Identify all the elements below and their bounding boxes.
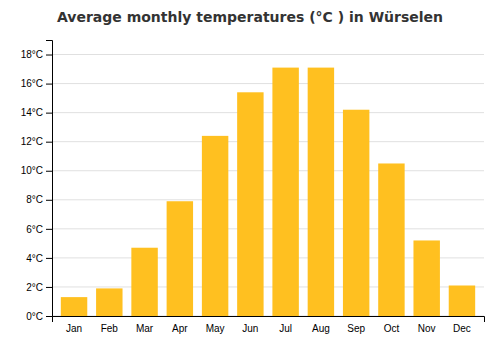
x-tick: Mar xyxy=(136,323,154,334)
x-tick-label: Mar xyxy=(136,323,154,334)
y-tick-mark xyxy=(46,316,52,317)
x-tick-label: Sep xyxy=(347,323,365,334)
y-tick: 12°C xyxy=(21,136,52,147)
title: Average monthly temperatures (°C ) in Wü… xyxy=(57,9,443,25)
y-tick-label: 14°C xyxy=(21,107,43,118)
y-tick-label: 12°C xyxy=(21,136,43,147)
x-tick: Oct xyxy=(384,323,400,334)
bar xyxy=(449,285,475,316)
x-tick: Feb xyxy=(101,323,119,334)
bar xyxy=(167,201,193,316)
y-tick-label: 2°C xyxy=(26,282,43,293)
y-tick-mark xyxy=(46,200,52,201)
y-tick-label: 16°C xyxy=(21,78,43,89)
grid xyxy=(52,55,484,316)
x-tick-label: Aug xyxy=(312,323,330,334)
x-axis-line xyxy=(53,317,485,323)
x-tick: Dec xyxy=(453,323,471,334)
bar xyxy=(272,68,298,316)
plot: 0°C 2°C 4°C 6°C 8°C 10°C 12°C 14°C 16°C 18°C Jan Fe… xyxy=(21,41,485,335)
y-tick-label: 10°C xyxy=(21,165,43,176)
y-tick-mark xyxy=(46,142,52,143)
x-tick-label: Oct xyxy=(384,323,400,334)
grid-line xyxy=(52,228,484,229)
x-tick: Aug xyxy=(312,323,330,334)
y-axis: 0°C 2°C 4°C 6°C 8°C 10°C 12°C 14°C 16°C 18°C xyxy=(21,41,53,322)
bar xyxy=(343,110,369,316)
y-tick-label: 0°C xyxy=(26,311,43,322)
x-tick-label: Jan xyxy=(66,323,82,334)
y-tick-label: 6°C xyxy=(26,224,43,235)
grid-line xyxy=(52,83,484,84)
y-tick: 0°C xyxy=(26,311,52,322)
x-tick-label: Dec xyxy=(453,323,471,334)
y-tick-mark xyxy=(46,113,52,114)
y-tick-mark xyxy=(46,258,52,259)
y-tick: 16°C xyxy=(21,78,52,89)
x-tick-label: Nov xyxy=(418,323,436,334)
x-tick: Sep xyxy=(347,323,365,334)
x-tick-label: May xyxy=(206,323,225,334)
x-axis: Jan Feb Mar Apr May Jun Jul Aug Sep Oct Nov Dec xyxy=(53,317,485,335)
y-tick-label: 18°C xyxy=(21,49,43,60)
bar xyxy=(237,92,263,316)
grid-line xyxy=(52,170,484,171)
y-tick: 18°C xyxy=(21,49,52,60)
y-tick-mark xyxy=(46,287,52,288)
bar xyxy=(96,288,122,316)
grid-line xyxy=(52,199,484,200)
y-tick-mark xyxy=(46,55,52,56)
grid-line xyxy=(52,141,484,142)
x-tick-label: Jun xyxy=(242,323,258,334)
y-tick-mark xyxy=(46,84,52,85)
y-tick: 2°C xyxy=(26,282,52,293)
bars xyxy=(61,68,475,316)
grid-line xyxy=(52,112,484,113)
bar xyxy=(308,68,334,316)
x-tick: Apr xyxy=(172,323,188,334)
y-tick: 6°C xyxy=(26,224,52,235)
bar xyxy=(61,297,87,316)
y-tick: 4°C xyxy=(26,253,52,264)
y-tick: 10°C xyxy=(21,165,52,176)
y-tick: 14°C xyxy=(21,107,52,118)
y-tick-label: 4°C xyxy=(26,253,43,264)
x-tick: May xyxy=(206,323,225,334)
x-tick-label: Jul xyxy=(279,323,292,334)
y-tick: 8°C xyxy=(26,194,52,205)
y-axis-line xyxy=(46,41,53,317)
y-tick-mark xyxy=(46,229,52,230)
chart: Average monthly temperatures (°C ) in Wü… xyxy=(0,0,500,350)
x-tick: Jan xyxy=(66,323,82,334)
x-tick: Jul xyxy=(279,323,292,334)
bar xyxy=(413,240,439,316)
x-tick: Jun xyxy=(242,323,258,334)
y-tick-label: 8°C xyxy=(26,194,43,205)
bar xyxy=(131,248,157,316)
x-tick: Nov xyxy=(418,323,436,334)
x-tick-label: Apr xyxy=(172,323,188,334)
bar xyxy=(378,163,404,316)
grid-line xyxy=(52,54,484,55)
bar xyxy=(202,136,228,316)
x-tick-label: Feb xyxy=(101,323,119,334)
y-tick-mark xyxy=(46,171,52,172)
